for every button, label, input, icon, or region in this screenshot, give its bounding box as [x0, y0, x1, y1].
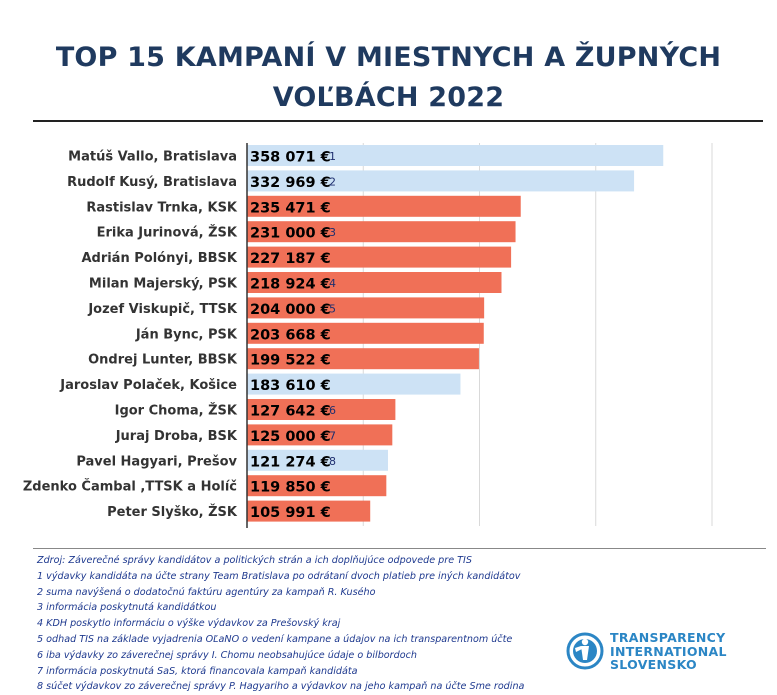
logo-line3: SLOVENSKO — [610, 657, 697, 672]
footnote: 5 odhad TIS na základe vyjadrenia OĽaNO … — [37, 633, 513, 645]
footnote: Zdroj: Záverečné správy kandidátov a pol… — [37, 555, 472, 566]
value-label: 231 000 € — [250, 226, 331, 242]
value-label: 218 924 € — [250, 277, 331, 293]
value-label: 204 000 € — [250, 302, 331, 318]
category-label: Adrián Polónyi, BBSK — [81, 251, 237, 266]
value-label: 121 274 € — [250, 454, 331, 470]
footnote: 3 informácia poskytnutá kandidátkou — [37, 602, 217, 614]
footnote: 8 súčet výdavkov zo záverečnej správy P.… — [37, 681, 525, 693]
chart-title-line2: VOĽBÁCH 2022 — [272, 82, 505, 113]
footnote-mark: 2 — [329, 175, 336, 188]
logo-line2: INTERNATIONAL — [610, 643, 727, 659]
bar — [247, 145, 664, 166]
footnote-mark: 8 — [329, 455, 336, 468]
title-divider — [33, 120, 763, 122]
transparency-logo: TRANSPARENCY INTERNATIONAL SLOVENSKO — [565, 631, 765, 687]
bar — [247, 449, 388, 471]
category-label: Juraj Droba, BSK — [115, 429, 238, 444]
category-label: Rastislav Trnka, KSK — [86, 200, 238, 215]
footnote: 4 KDH poskytlo informáciu o výške výdavk… — [37, 618, 341, 630]
bar — [247, 246, 512, 268]
value-label: 127 642 € — [250, 404, 331, 420]
bar — [247, 170, 635, 192]
logo-text: TRANSPARENCY INTERNATIONAL SLOVENSKO — [610, 631, 727, 672]
bar — [247, 195, 521, 217]
value-label: 119 850 € — [250, 480, 331, 496]
footnote-mark: 5 — [329, 302, 336, 315]
ti-logo-icon — [566, 632, 604, 670]
bar — [247, 297, 485, 319]
bar — [247, 424, 393, 446]
bar — [247, 373, 461, 395]
bar-chart: Matúš Vallo, Bratislava 358 071 €1 Rudolf … — [23, 143, 713, 528]
footer: Zdroj: Záverečné správy kandidátov a pol… — [33, 548, 766, 692]
value-label: 183 610 € — [250, 378, 331, 394]
chart-title-line1: TOP 15 KAMPANÍ V MIESTNYCH A ŽUPNÝCH — [55, 42, 722, 73]
footnote: 7 informácia poskytnutá SaS, ktorá finan… — [37, 665, 358, 677]
footnote: 1 výdavky kandidáta na účte strany Team … — [37, 570, 521, 582]
bar — [247, 475, 387, 497]
footnote-mark: 6 — [329, 404, 336, 417]
bar — [247, 272, 502, 293]
footnote-mark: 7 — [329, 429, 336, 442]
footnote-mark: 3 — [329, 226, 336, 239]
category-label: Rudolf Kusý, Bratislava — [67, 175, 237, 190]
bar — [247, 399, 396, 420]
category-label: Ondrej Lunter, BBSK — [88, 353, 238, 368]
value-label: 358 071 € — [250, 150, 331, 166]
category-label: Zdenko Čambal ,TTSK a Holíč — [23, 479, 237, 495]
footnote: 2 suma navýšená o dodatočnú faktúru agen… — [37, 586, 376, 598]
logo-line1: TRANSPARENCY — [610, 630, 726, 645]
category-label: Pavel Hagyari, Prešov — [76, 454, 237, 469]
value-label: 235 471 € — [250, 200, 331, 216]
bar — [247, 322, 484, 344]
chart-title: TOP 15 KAMPANÍ V MIESTNYCH A ŽUPNÝCH VOĽ… — [0, 38, 777, 118]
value-label: 125 000 € — [250, 429, 331, 445]
category-label: Erika Jurinová, ŽSK — [97, 225, 238, 241]
value-label: 203 668 € — [250, 327, 331, 343]
bar — [247, 221, 516, 243]
category-label: Matúš Vallo, Bratislava — [68, 150, 237, 165]
category-label: Jaroslav Polaček, Košice — [59, 378, 237, 393]
category-label: Igor Choma, ŽSK — [115, 403, 238, 419]
footnote-mark: 4 — [329, 277, 336, 290]
value-label: 199 522 € — [250, 353, 331, 369]
category-label: Milan Majerský, PSK — [89, 277, 238, 292]
category-label: Jozef Viskupič, TTSK — [87, 302, 238, 317]
bar — [247, 348, 479, 370]
value-label: 332 969 € — [250, 175, 331, 191]
category-label: Peter Slyško, ŽSK — [107, 504, 238, 520]
value-label: 105 991 € — [250, 505, 331, 521]
value-label: 227 187 € — [250, 251, 331, 267]
bar — [247, 500, 371, 522]
category-label: Ján Bync, PSK — [135, 327, 238, 342]
footnote: 6 iba výdavky zo záverečnej správy I. Ch… — [37, 649, 417, 661]
footnote-mark: 1 — [329, 150, 336, 163]
footnotes: Zdroj: Záverečné správy kandidátov a pol… — [37, 553, 524, 695]
